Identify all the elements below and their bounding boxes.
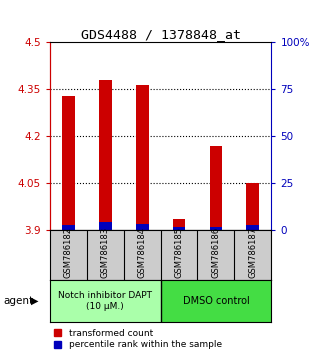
Text: agent: agent — [3, 296, 33, 306]
Text: Notch inhibitor DAPT
(10 μM.): Notch inhibitor DAPT (10 μM.) — [58, 291, 152, 310]
Bar — [247, 225, 260, 230]
Bar — [62, 96, 74, 230]
Text: GSM786186: GSM786186 — [212, 227, 220, 278]
Bar — [136, 224, 149, 230]
Bar — [99, 222, 112, 230]
Bar — [247, 183, 260, 230]
Bar — [210, 227, 222, 230]
Text: GSM786182: GSM786182 — [64, 227, 72, 278]
Bar — [50, 280, 161, 322]
Bar — [172, 219, 185, 230]
Title: GDS4488 / 1378848_at: GDS4488 / 1378848_at — [80, 28, 241, 41]
Text: GSM786183: GSM786183 — [101, 227, 110, 278]
Bar — [172, 227, 185, 230]
Bar — [99, 80, 112, 230]
Text: DMSO control: DMSO control — [183, 296, 249, 306]
Bar — [136, 85, 149, 230]
Legend: transformed count, percentile rank within the sample: transformed count, percentile rank withi… — [54, 329, 222, 349]
Bar — [210, 145, 222, 230]
Bar — [161, 280, 271, 322]
Text: GSM786184: GSM786184 — [138, 227, 147, 278]
Text: GSM786187: GSM786187 — [249, 227, 258, 278]
Text: ▶: ▶ — [31, 296, 38, 306]
Bar — [62, 225, 74, 230]
Text: GSM786185: GSM786185 — [174, 227, 183, 278]
